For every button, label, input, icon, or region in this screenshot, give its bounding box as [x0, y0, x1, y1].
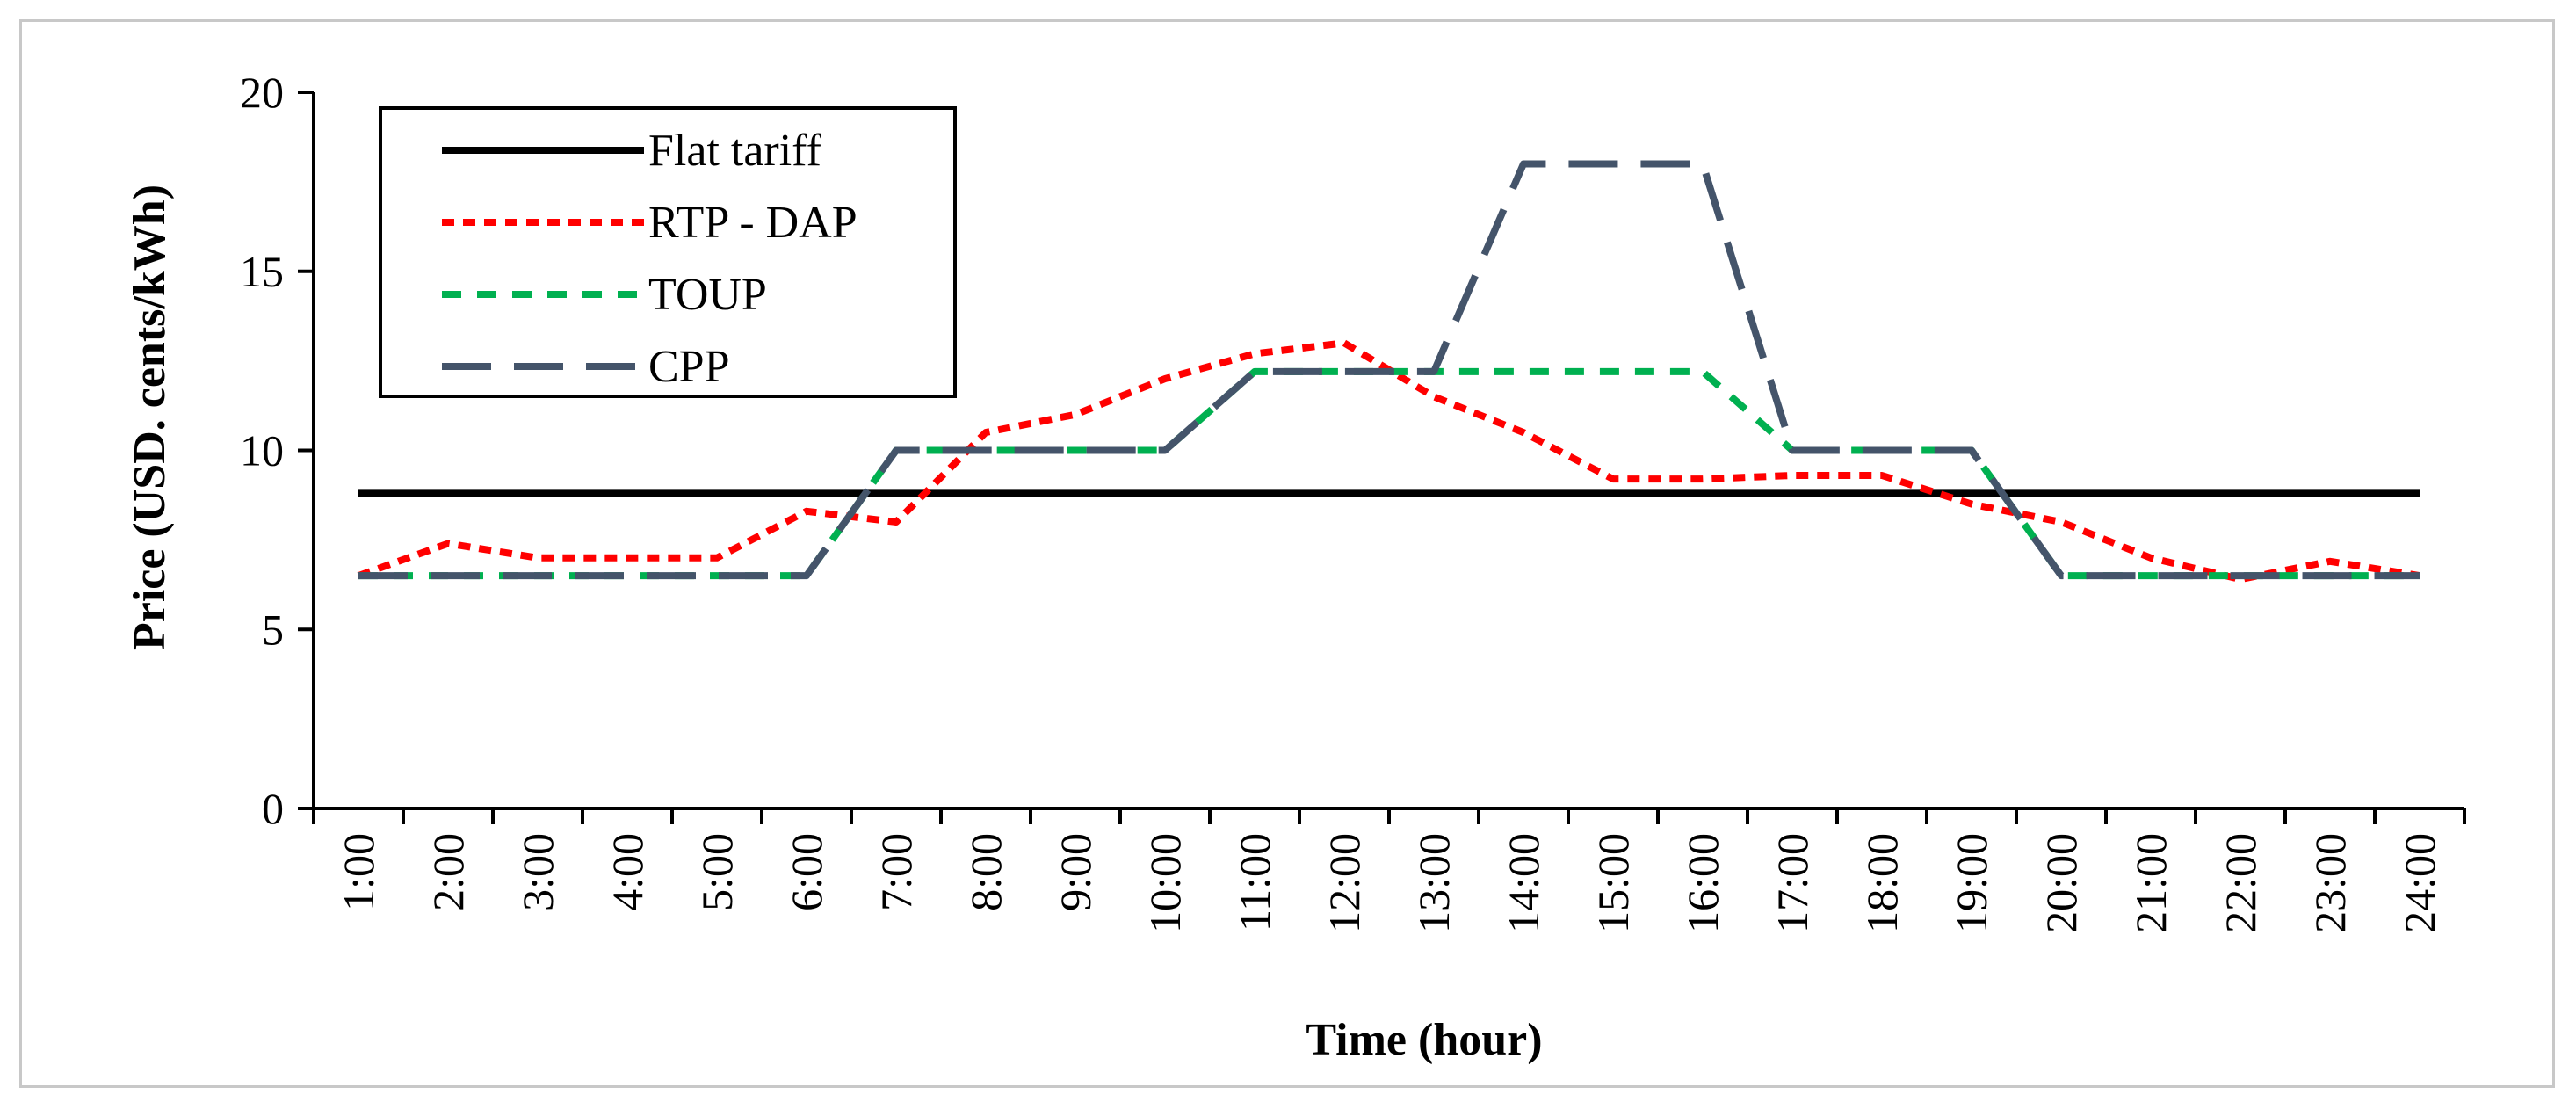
- x-tick-label: 4:00: [603, 833, 652, 911]
- y-tick-label: 0: [262, 784, 284, 833]
- x-tick-label: 19:00: [1947, 833, 1996, 933]
- series-line-cpp: [358, 160, 2420, 580]
- x-tick-label: 1:00: [334, 833, 383, 911]
- x-tick-label: 11:00: [1230, 833, 1279, 931]
- x-tick-label: 18:00: [1857, 833, 1907, 933]
- x-tick-label: 20:00: [2037, 833, 2086, 933]
- x-tick-label: 22:00: [2216, 833, 2265, 933]
- x-tick-label: 14:00: [1499, 833, 1548, 933]
- chart-frame: 0 5 10 15 20 1:00 2:00 3:00 4:00 5:00 6:00 7:00 8:00…: [19, 19, 2555, 1088]
- y-tick-label: 20: [240, 68, 284, 117]
- y-tick-label: 5: [262, 605, 284, 654]
- y-tick-label: 15: [240, 247, 284, 296]
- line-chart: 0 5 10 15 20 1:00 2:00 3:00 4:00 5:00 6:00 7:00 8:00…: [125, 68, 2466, 1065]
- x-tick-label: 5:00: [692, 833, 742, 911]
- x-tick-label: 7:00: [872, 833, 921, 911]
- y-tick-label: 10: [240, 426, 284, 475]
- x-tick-label: 21:00: [2126, 833, 2175, 933]
- x-tick-label: 3:00: [513, 833, 562, 911]
- legend-label: Flat tariff: [648, 126, 822, 176]
- x-tick-label: 23:00: [2305, 833, 2355, 933]
- x-tick-label: 15:00: [1588, 833, 1638, 933]
- legend-label: TOUP: [648, 270, 767, 320]
- x-tick-label: 2:00: [423, 833, 473, 911]
- x-tick-label: 16:00: [1678, 833, 1727, 933]
- legend-label: CPP: [648, 342, 730, 392]
- x-tick-label: 8:00: [961, 833, 1010, 911]
- legend-label: RTP - DAP: [648, 198, 857, 248]
- y-axis-title: Price (USD. cents/kWh): [125, 185, 175, 650]
- x-tick-label: 10:00: [1140, 833, 1190, 933]
- x-tick-label: 24:00: [2395, 833, 2444, 933]
- legend-box: [379, 106, 957, 398]
- x-tick-label: 9:00: [1051, 833, 1100, 911]
- x-tick-label: 17:00: [1768, 833, 1817, 933]
- x-tick-label: 6:00: [782, 833, 831, 911]
- x-tick-label: 12:00: [1320, 833, 1369, 933]
- x-tick-label: 13:00: [1409, 833, 1458, 933]
- x-axis-title: Time (hour): [1306, 1015, 1542, 1065]
